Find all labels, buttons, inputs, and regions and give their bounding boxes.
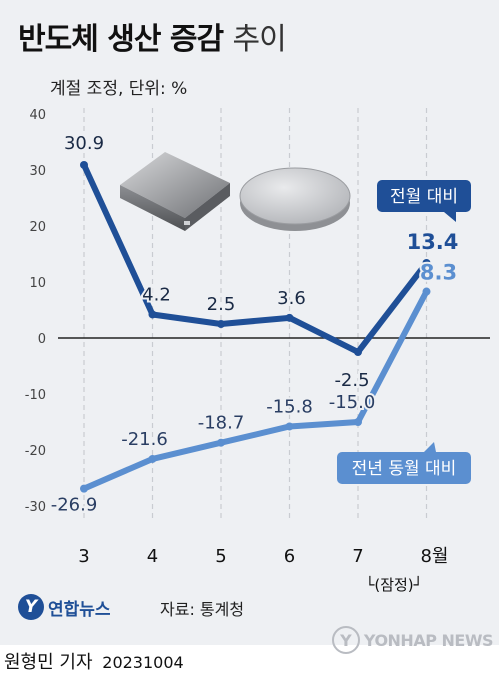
- title-suffix: 추이: [232, 22, 287, 57]
- data-label: -15.8: [266, 396, 313, 417]
- y-tick-label: 40: [29, 108, 46, 123]
- watermark-text: YONHAP NEWS: [363, 630, 494, 650]
- data-point: [422, 287, 431, 296]
- reporter-name: 원형민 기자: [4, 652, 93, 673]
- title-main: 반도체 생산 증감: [18, 22, 224, 57]
- y-tick-label: -20: [25, 444, 46, 459]
- data-label: -2.5: [334, 370, 369, 391]
- data-label: -26.9: [51, 495, 98, 516]
- data-label: 2.5: [207, 294, 236, 315]
- legend-label: 전월 대비: [390, 187, 458, 207]
- line-chart: 30.9 4.2 2.5 3.6 -2.5 13.4 -26.9 -21.6 -18.7 -15.…: [25, 108, 490, 594]
- x-tick-label: 7: [352, 546, 363, 567]
- byline: 원형민 기자 20231004: [4, 648, 184, 674]
- logo-mark: Y: [18, 594, 44, 620]
- legend-box: [377, 180, 471, 212]
- data-point: [285, 422, 294, 431]
- yonhap-logo: Y 연합뉴스: [18, 590, 111, 624]
- data-label: 13.4: [407, 230, 459, 254]
- source-note: 자료: 통계청: [160, 600, 245, 619]
- data-point: [285, 313, 294, 322]
- preliminary-note: └(잠정)┘: [365, 575, 422, 594]
- legend-mom: 전월 대비: [377, 180, 471, 222]
- data-label: -21.6: [121, 429, 168, 450]
- legend-pointer: [444, 212, 456, 222]
- data-label: -15.0: [329, 392, 376, 413]
- data-label: 8.3: [420, 261, 457, 285]
- legend-yoy: 전년 동월 대비: [337, 442, 471, 484]
- chip-and-wafer-illustration: [120, 152, 351, 231]
- legend-box: [337, 452, 471, 484]
- data-point: [148, 454, 157, 463]
- data-point: [422, 258, 431, 267]
- series-line-mom: [81, 161, 430, 355]
- chart-title: 반도체 생산 증감 추이: [18, 14, 287, 58]
- watermark: Y YONHAP NEWS: [331, 626, 494, 654]
- series-line-yoy: [81, 288, 430, 492]
- x-tick-label: 6: [284, 546, 295, 567]
- data-point: [80, 484, 88, 493]
- y-tick-label: 10: [29, 276, 46, 291]
- data-label: 3.6: [277, 288, 306, 309]
- y-tick-label: -30: [25, 500, 46, 515]
- watermark-icon: Y: [331, 626, 360, 654]
- legend-label: 전년 동월 대비: [352, 459, 457, 479]
- chart-subtitle: 계절 조정, 단위: %: [50, 79, 188, 99]
- publish-date: 20231004: [102, 653, 184, 672]
- y-tick-label: -10: [25, 388, 46, 403]
- x-tick-label: 3: [78, 546, 89, 567]
- data-point: [217, 320, 225, 328]
- data-label: 30.9: [64, 133, 104, 154]
- x-tick-label: 8월: [420, 546, 448, 567]
- data-label: 4.2: [142, 284, 171, 305]
- data-point: [148, 310, 157, 319]
- data-point: [354, 418, 362, 426]
- y-tick-label: 0: [38, 332, 46, 347]
- data-point: [217, 438, 225, 447]
- data-label: -18.7: [198, 413, 245, 434]
- x-tick-label: 4: [147, 546, 158, 567]
- legend-pointer: [424, 442, 436, 452]
- y-tick-label: 30: [29, 164, 46, 179]
- y-tick-label: 20: [29, 220, 46, 235]
- logo-text: 연합뉴스: [48, 599, 111, 620]
- x-tick-label: 5: [215, 546, 226, 567]
- data-point: [80, 160, 88, 169]
- data-point: [354, 348, 362, 356]
